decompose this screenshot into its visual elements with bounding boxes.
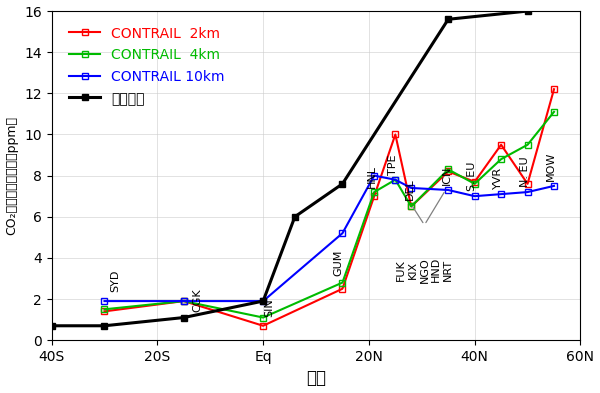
Y-axis label: CO₂濃度の季節振幅［ppm］: CO₂濃度の季節振幅［ppm］	[5, 116, 19, 235]
Text: ICN: ICN	[442, 165, 452, 185]
Text: N. EU: N. EU	[520, 156, 530, 187]
Text: DEL: DEL	[405, 178, 415, 200]
Legend: CONTRAIL  2km, CONTRAIL  4km, CONTRAIL 10km, 船舶観測: CONTRAIL 2km, CONTRAIL 4km, CONTRAIL 10k…	[64, 21, 230, 111]
Text: TPE: TPE	[388, 154, 398, 174]
Text: SIN: SIN	[265, 298, 274, 316]
Text: MOW: MOW	[547, 151, 556, 181]
Text: FUK
KIX
NGO
HND
NRT: FUK KIX NGO HND NRT	[396, 257, 452, 283]
Text: S. EU: S. EU	[467, 162, 477, 191]
X-axis label: 緯度: 緯度	[306, 369, 326, 387]
Text: HNL: HNL	[367, 165, 377, 188]
Text: CGK: CGK	[192, 289, 202, 312]
Text: YVR: YVR	[493, 167, 503, 189]
Text: SYD: SYD	[110, 270, 120, 292]
Text: GUM: GUM	[333, 250, 343, 276]
